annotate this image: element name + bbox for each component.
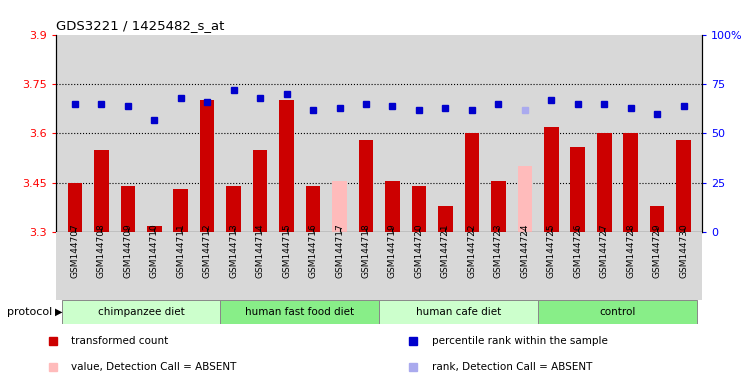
Bar (597, 133, 611, 232)
Text: protocol: protocol (8, 307, 53, 317)
Bar (544, 127, 559, 232)
Bar (200, 101, 215, 232)
Bar (650, 206, 665, 232)
Text: rank, Detection Call = ABSENT: rank, Detection Call = ABSENT (432, 362, 593, 372)
Bar (253, 150, 267, 232)
Bar (68, 183, 82, 232)
Bar (120, 186, 135, 232)
Bar (379, 300, 538, 324)
Bar (385, 181, 400, 232)
Bar (359, 140, 373, 232)
Bar (571, 147, 585, 232)
Text: value, Detection Call = ABSENT: value, Detection Call = ABSENT (71, 362, 237, 372)
Bar (332, 181, 347, 232)
Bar (465, 133, 479, 232)
Bar (147, 226, 161, 232)
Text: percentile rank within the sample: percentile rank within the sample (432, 336, 608, 346)
Bar (94, 150, 109, 232)
Bar (491, 181, 505, 232)
Text: human fast food diet: human fast food diet (246, 307, 354, 317)
Text: GDS3221 / 1425482_s_at: GDS3221 / 1425482_s_at (56, 19, 225, 32)
Text: control: control (599, 307, 635, 317)
Bar (173, 189, 188, 232)
Bar (438, 206, 453, 232)
Text: human cafe diet: human cafe diet (416, 307, 501, 317)
Text: chimpanzee diet: chimpanzee diet (98, 307, 185, 317)
Bar (221, 300, 379, 324)
Text: transformed count: transformed count (71, 336, 168, 346)
Bar (623, 133, 638, 232)
Text: ▶: ▶ (55, 307, 62, 317)
Bar (62, 300, 221, 324)
Bar (677, 140, 691, 232)
Bar (226, 186, 241, 232)
Bar (517, 166, 532, 232)
Bar (306, 186, 321, 232)
Bar (279, 101, 294, 232)
Bar (412, 186, 427, 232)
Bar (538, 300, 697, 324)
